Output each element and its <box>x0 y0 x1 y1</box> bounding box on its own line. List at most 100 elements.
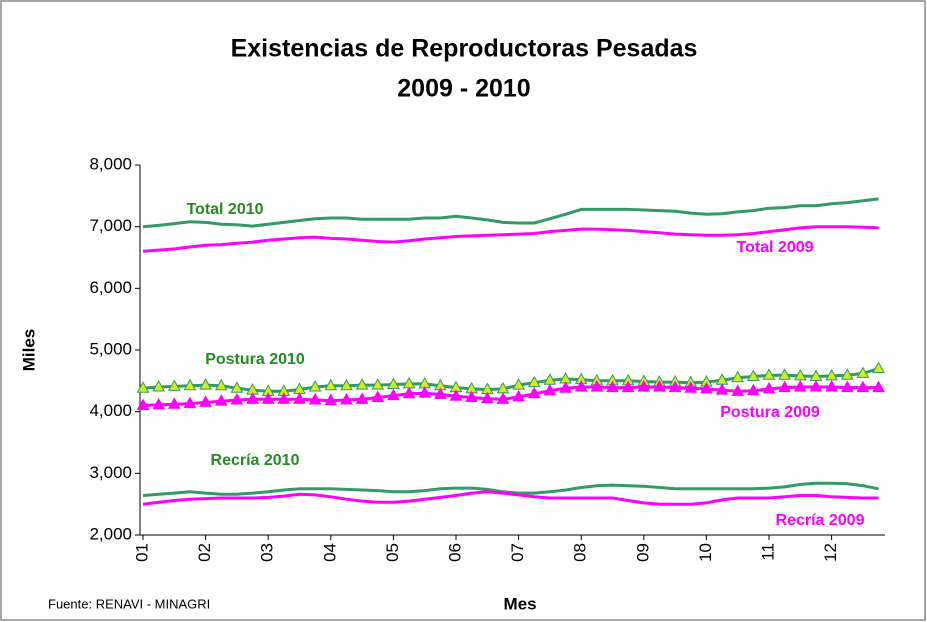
marker <box>825 368 838 381</box>
marker <box>512 389 525 402</box>
marker <box>277 392 291 404</box>
series-line <box>142 225 879 253</box>
y-tick-label: 7,000 <box>89 216 132 235</box>
y-tick-label: 2,000 <box>89 524 132 543</box>
marker <box>136 381 150 393</box>
marker <box>199 378 212 390</box>
x-tick-label: 10 <box>696 543 715 562</box>
marker <box>183 396 197 409</box>
marker <box>136 398 150 410</box>
marker <box>167 379 181 391</box>
marker <box>559 381 572 393</box>
marker <box>371 390 385 402</box>
marker <box>308 392 322 405</box>
marker <box>183 378 197 391</box>
marker <box>434 387 447 399</box>
chart-subtitle: 2009 - 2010 <box>397 75 530 103</box>
marker <box>340 392 353 405</box>
marker <box>668 380 682 393</box>
marker <box>261 392 275 404</box>
marker <box>840 380 854 393</box>
x-tick-label: 12 <box>821 543 840 562</box>
series-label: Postura 2010 <box>205 351 305 368</box>
marker <box>527 375 541 388</box>
series-line <box>142 197 879 229</box>
marker <box>653 379 666 392</box>
marker <box>684 381 698 393</box>
marker <box>324 378 338 391</box>
y-tick-label: 3,000 <box>89 463 132 482</box>
x-tick-label: 04 <box>320 543 339 562</box>
series-label: Postura 2009 <box>720 404 820 421</box>
marker <box>214 394 228 406</box>
marker <box>387 377 400 390</box>
marker <box>355 392 369 404</box>
chart-title: Existencias de Reproductoras Pesadas <box>231 35 698 63</box>
marker <box>418 386 432 398</box>
x-tick-label: 06 <box>445 543 464 562</box>
marker <box>856 366 870 378</box>
series-label: Recría 2009 <box>776 512 865 529</box>
x-tick-label: 09 <box>633 543 652 562</box>
marker <box>793 368 807 381</box>
marker <box>856 380 870 393</box>
marker <box>872 361 885 373</box>
marker <box>809 379 823 392</box>
marker <box>371 378 385 390</box>
marker <box>152 397 165 410</box>
marker <box>590 379 604 392</box>
y-tick-label: 8,000 <box>89 154 132 173</box>
marker <box>480 391 494 404</box>
marker <box>230 381 244 393</box>
marker <box>308 379 322 392</box>
marker <box>747 369 760 382</box>
marker <box>355 378 369 390</box>
x-tick-label: 01 <box>132 543 151 562</box>
marker <box>543 383 557 396</box>
series-line <box>142 481 879 497</box>
marker <box>747 383 760 396</box>
marker <box>465 390 478 402</box>
marker <box>840 368 854 380</box>
x-tick-label: 03 <box>258 543 277 562</box>
marker <box>700 381 713 394</box>
y-tick-label: 5,000 <box>89 339 132 358</box>
marker <box>731 384 745 396</box>
marker <box>214 378 228 391</box>
marker <box>825 379 838 392</box>
series-line <box>142 490 879 506</box>
x-tick-label: 07 <box>508 543 527 562</box>
marker <box>574 379 588 392</box>
marker <box>512 378 525 390</box>
marker <box>621 380 635 393</box>
marker <box>246 392 259 404</box>
marker <box>199 395 212 407</box>
x-tick-label: 02 <box>195 543 214 562</box>
series-label: Total 2009 <box>736 239 813 256</box>
marker <box>637 379 651 392</box>
marker <box>324 393 338 406</box>
series-label: Total 2010 <box>186 201 263 218</box>
marker <box>762 368 776 380</box>
source-note: Fuente: RENAVI - MINAGRI <box>48 596 210 611</box>
marker <box>152 379 165 392</box>
marker <box>715 383 729 395</box>
marker <box>230 392 244 405</box>
marker <box>402 386 416 399</box>
marker <box>872 380 885 393</box>
x-tick-label: 08 <box>571 543 590 562</box>
marker <box>387 388 400 401</box>
marker <box>762 381 776 394</box>
x-axis-title: Mes <box>503 594 536 613</box>
x-tick-label: 05 <box>383 543 402 562</box>
marker <box>496 392 510 404</box>
marker <box>527 386 541 399</box>
marker <box>778 368 791 380</box>
x-tick-label: 11 <box>758 543 777 561</box>
y-axis-title: Miles <box>19 329 38 372</box>
y-tick-label: 4,000 <box>89 401 132 420</box>
y-tick-label: 6,000 <box>89 278 132 297</box>
marker <box>293 392 306 404</box>
marker <box>793 379 807 392</box>
